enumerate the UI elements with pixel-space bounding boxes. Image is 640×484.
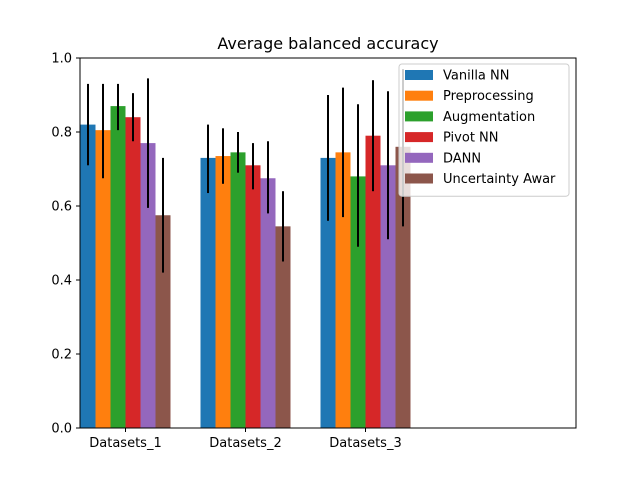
legend-label: DANN [443,151,481,166]
legend-swatch [405,90,433,101]
legend-swatch [405,173,433,184]
legend-label: Preprocessing [443,89,534,104]
bar-preprocessing-datasets-1 [95,130,111,428]
legend-swatch [405,152,433,163]
bar-augmentation-datasets-1 [110,106,126,428]
legend: Vanilla NN Preprocessing Augmentation Pivot… [398,63,570,197]
legend-label: Uncertainty Awar [443,172,556,187]
bar-uncertainty-awar-datasets-2 [275,226,291,428]
legend-box [398,63,570,197]
chart-title: Average balanced accuracy [217,34,438,53]
bar-preprocessing-datasets-2 [215,156,231,429]
legend-swatch [405,132,433,143]
bar-dann-datasets-1 [140,143,156,428]
y-tick-label: 0.4 [51,274,72,289]
bar-uncertainty-awar-datasets-3 [395,146,411,429]
y-tick-label: 0.8 [51,126,72,141]
bar-preprocessing-datasets-3 [335,152,351,428]
x-tick-label: Datasets_3 [329,436,401,451]
bar-vanilla-nn-datasets-3 [320,157,336,428]
axes-frame [79,57,577,429]
bar-dann-datasets-3 [380,165,396,429]
bar-augmentation-datasets-3 [350,176,366,428]
x-tick-label: Datasets_2 [209,436,281,451]
x-axis: Datasets_1 Datasets_2 Datasets_3 [89,428,402,451]
bar-dann-datasets-2 [260,178,276,428]
y-tick-label: 0.0 [51,422,72,437]
legend-swatch [405,111,433,122]
bars-layer [80,106,411,429]
bar-vanilla-nn-datasets-1 [80,124,96,428]
bar-pivot-nn-datasets-1 [125,117,141,428]
y-tick-label: 1.0 [51,52,72,67]
legend-label: Augmentation [443,110,535,125]
bar-pivot-nn-datasets-2 [245,165,261,429]
bar-uncertainty-awar-datasets-1 [155,215,171,428]
bar-vanilla-nn-datasets-2 [200,157,216,428]
legend-label: Pivot NN [443,131,499,146]
legend-label: Vanilla NN [443,69,509,84]
x-tick-label: Datasets_1 [89,436,161,451]
y-axis: 0.0 0.2 0.4 0.6 0.8 1.0 [51,52,80,437]
bar-augmentation-datasets-2 [230,152,246,428]
legend-swatch [405,70,433,80]
y-tick-label: 0.6 [51,200,72,215]
bar-pivot-nn-datasets-3 [365,135,381,428]
y-tick-label: 0.2 [51,348,72,363]
